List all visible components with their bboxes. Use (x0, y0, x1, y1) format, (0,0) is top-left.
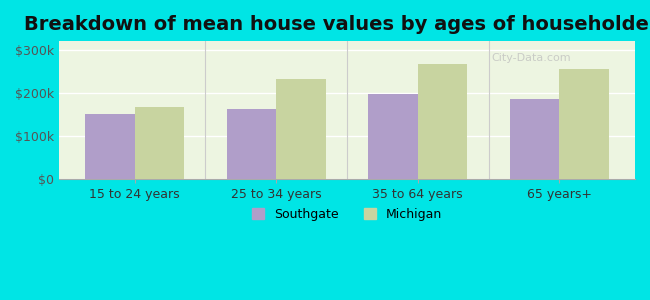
Bar (510, 100, 559, 179)
Bar (368, 94, 418, 179)
Bar (135, 107, 184, 179)
Text: City-Data.com: City-Data.com (491, 53, 571, 63)
Bar (85, 114, 135, 179)
Legend: Southgate, Michigan: Southgate, Michigan (246, 203, 447, 226)
Bar (559, 69, 609, 179)
Bar (227, 109, 276, 179)
Bar (276, 79, 326, 179)
Title: Breakdown of mean house values by ages of householders: Breakdown of mean house values by ages o… (24, 15, 650, 34)
Bar (418, 64, 467, 179)
